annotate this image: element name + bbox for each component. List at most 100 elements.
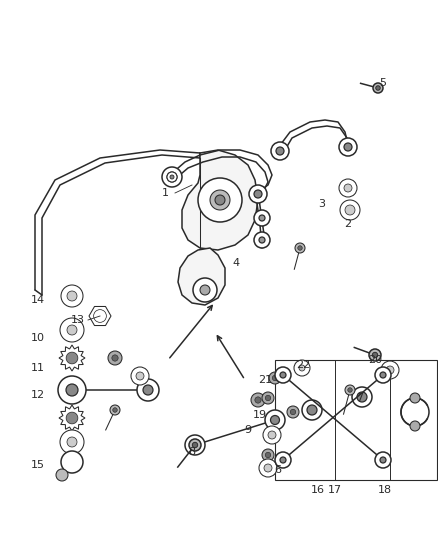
Circle shape bbox=[357, 392, 367, 402]
Circle shape bbox=[339, 138, 357, 156]
Circle shape bbox=[287, 406, 299, 418]
Circle shape bbox=[193, 278, 217, 302]
Circle shape bbox=[401, 398, 429, 426]
Circle shape bbox=[61, 451, 83, 473]
Circle shape bbox=[373, 83, 383, 93]
Circle shape bbox=[272, 375, 278, 381]
Circle shape bbox=[275, 452, 291, 468]
Circle shape bbox=[340, 200, 360, 220]
Circle shape bbox=[67, 325, 77, 335]
Circle shape bbox=[345, 385, 355, 395]
Circle shape bbox=[254, 232, 270, 248]
Circle shape bbox=[143, 385, 153, 395]
Circle shape bbox=[380, 372, 386, 378]
Circle shape bbox=[167, 172, 177, 182]
Circle shape bbox=[344, 143, 352, 151]
Circle shape bbox=[66, 352, 78, 364]
Circle shape bbox=[375, 452, 391, 468]
Circle shape bbox=[348, 387, 352, 392]
Circle shape bbox=[265, 395, 271, 401]
Text: 12: 12 bbox=[31, 390, 45, 400]
Circle shape bbox=[265, 410, 285, 430]
Circle shape bbox=[251, 393, 265, 407]
Circle shape bbox=[170, 175, 174, 179]
Circle shape bbox=[410, 393, 420, 403]
Circle shape bbox=[61, 285, 83, 307]
Circle shape bbox=[372, 352, 378, 358]
Circle shape bbox=[290, 409, 296, 415]
Text: 4: 4 bbox=[233, 258, 240, 268]
Circle shape bbox=[60, 430, 84, 454]
Text: 10: 10 bbox=[31, 333, 45, 343]
Circle shape bbox=[345, 205, 355, 215]
Circle shape bbox=[307, 405, 317, 415]
Text: 2: 2 bbox=[344, 219, 352, 229]
Circle shape bbox=[275, 367, 291, 383]
Text: 7: 7 bbox=[357, 393, 364, 403]
Text: 15: 15 bbox=[31, 460, 45, 470]
Circle shape bbox=[254, 190, 262, 198]
Circle shape bbox=[198, 178, 242, 222]
Circle shape bbox=[108, 351, 122, 365]
Circle shape bbox=[264, 464, 272, 472]
Circle shape bbox=[299, 365, 305, 371]
Circle shape bbox=[137, 379, 159, 401]
Circle shape bbox=[294, 360, 310, 376]
Circle shape bbox=[386, 366, 394, 374]
Circle shape bbox=[66, 384, 78, 396]
Polygon shape bbox=[59, 405, 85, 431]
Text: 11: 11 bbox=[31, 363, 45, 373]
Circle shape bbox=[280, 372, 286, 378]
Circle shape bbox=[67, 291, 77, 301]
Circle shape bbox=[298, 246, 302, 251]
Circle shape bbox=[67, 437, 77, 447]
Circle shape bbox=[259, 237, 265, 243]
Text: 18: 18 bbox=[378, 485, 392, 495]
Circle shape bbox=[380, 457, 386, 463]
Circle shape bbox=[381, 361, 399, 379]
Bar bbox=[275, 360, 437, 480]
Circle shape bbox=[376, 86, 380, 90]
Circle shape bbox=[269, 372, 281, 384]
Circle shape bbox=[259, 215, 265, 221]
Text: 13: 13 bbox=[71, 315, 85, 325]
Circle shape bbox=[276, 147, 284, 155]
Circle shape bbox=[254, 210, 270, 226]
Circle shape bbox=[192, 442, 198, 448]
Circle shape bbox=[185, 435, 205, 455]
Circle shape bbox=[280, 457, 286, 463]
Circle shape bbox=[375, 367, 391, 383]
Circle shape bbox=[302, 400, 322, 420]
Circle shape bbox=[162, 167, 182, 187]
Circle shape bbox=[344, 184, 352, 192]
Circle shape bbox=[110, 405, 120, 415]
Polygon shape bbox=[89, 306, 111, 326]
Text: 17: 17 bbox=[328, 485, 342, 495]
Text: 6: 6 bbox=[275, 465, 282, 475]
Polygon shape bbox=[59, 345, 85, 371]
Circle shape bbox=[60, 318, 84, 342]
Polygon shape bbox=[178, 248, 225, 305]
Circle shape bbox=[249, 185, 267, 203]
Polygon shape bbox=[182, 150, 258, 250]
Text: 9: 9 bbox=[244, 425, 251, 435]
Circle shape bbox=[66, 412, 78, 424]
Text: 20: 20 bbox=[368, 355, 382, 365]
Circle shape bbox=[112, 355, 118, 361]
Circle shape bbox=[259, 459, 277, 477]
Circle shape bbox=[271, 416, 279, 424]
Text: 8: 8 bbox=[188, 447, 195, 457]
Circle shape bbox=[265, 453, 271, 458]
Circle shape bbox=[262, 392, 274, 404]
Circle shape bbox=[352, 387, 372, 407]
Circle shape bbox=[255, 397, 261, 403]
Text: 5: 5 bbox=[379, 78, 386, 88]
Circle shape bbox=[113, 408, 117, 412]
Circle shape bbox=[200, 285, 210, 295]
Text: 16: 16 bbox=[311, 485, 325, 495]
Circle shape bbox=[131, 367, 149, 385]
Circle shape bbox=[136, 372, 144, 380]
Circle shape bbox=[271, 142, 289, 160]
Text: 1: 1 bbox=[162, 188, 169, 198]
Circle shape bbox=[189, 439, 201, 451]
